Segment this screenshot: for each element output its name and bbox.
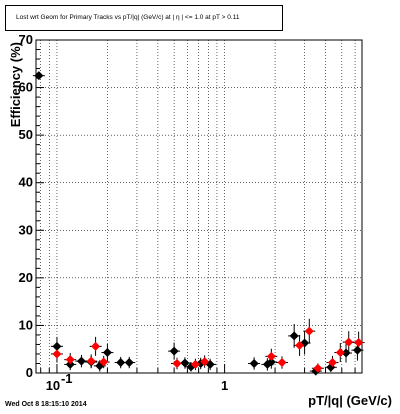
y-tick-label: 40 [19,175,33,190]
red-data-point [172,358,182,368]
black-data-point [249,358,259,368]
y-tick-label: 30 [19,222,33,237]
y-tick-label: 50 [19,127,33,142]
red-data-point [200,357,210,367]
black-data-point [124,358,134,368]
red-data-point [313,363,323,373]
y-tick-label: 70 [19,32,33,47]
black-data-point [352,345,362,355]
black-data-point [102,348,112,358]
red-data-point [86,356,96,366]
plot-title-box: Lost wrt Geom for Primary Tracks vs pT/|… [5,5,283,31]
y-axis-title: Efficiency (%) [8,42,23,127]
red-data-point [335,348,345,358]
red-data-point [354,338,364,348]
black-data-point [180,358,190,368]
red-data-point [65,355,75,365]
black-data-point [76,356,86,366]
y-tick-label: 0 [26,365,33,380]
black-data-point [34,71,44,81]
x-axis-title: pT/|q| (GeV/c) [308,393,392,408]
red-data-point [304,326,314,336]
x-tick-exponent: -1 [61,371,73,386]
black-data-point [116,358,126,368]
red-data-point [190,359,200,369]
red-data-point [327,358,337,368]
plot-title: Lost wrt Geom for Primary Tracks vs pT/|… [16,14,240,21]
plot-frame [35,39,363,374]
red-data-point [344,337,354,347]
y-tick-label: 10 [19,317,33,332]
red-data-point [99,357,109,367]
black-data-point [289,331,299,341]
y-tick-label: 60 [19,80,33,95]
red-data-point [91,341,101,351]
grid-layer [36,40,362,373]
marks-layer [32,71,365,376]
x-tick-label: 1 [221,378,228,393]
red-data-point [295,340,305,350]
red-data-point [277,358,287,368]
x-tick-label: 10 [46,378,60,393]
black-data-point [169,346,179,356]
red-data-point [52,349,62,359]
red-data-point [266,351,276,361]
y-tick-label: 20 [19,270,33,285]
timestamp: Wed Oct 8 18:15:10 2014 [5,401,87,408]
